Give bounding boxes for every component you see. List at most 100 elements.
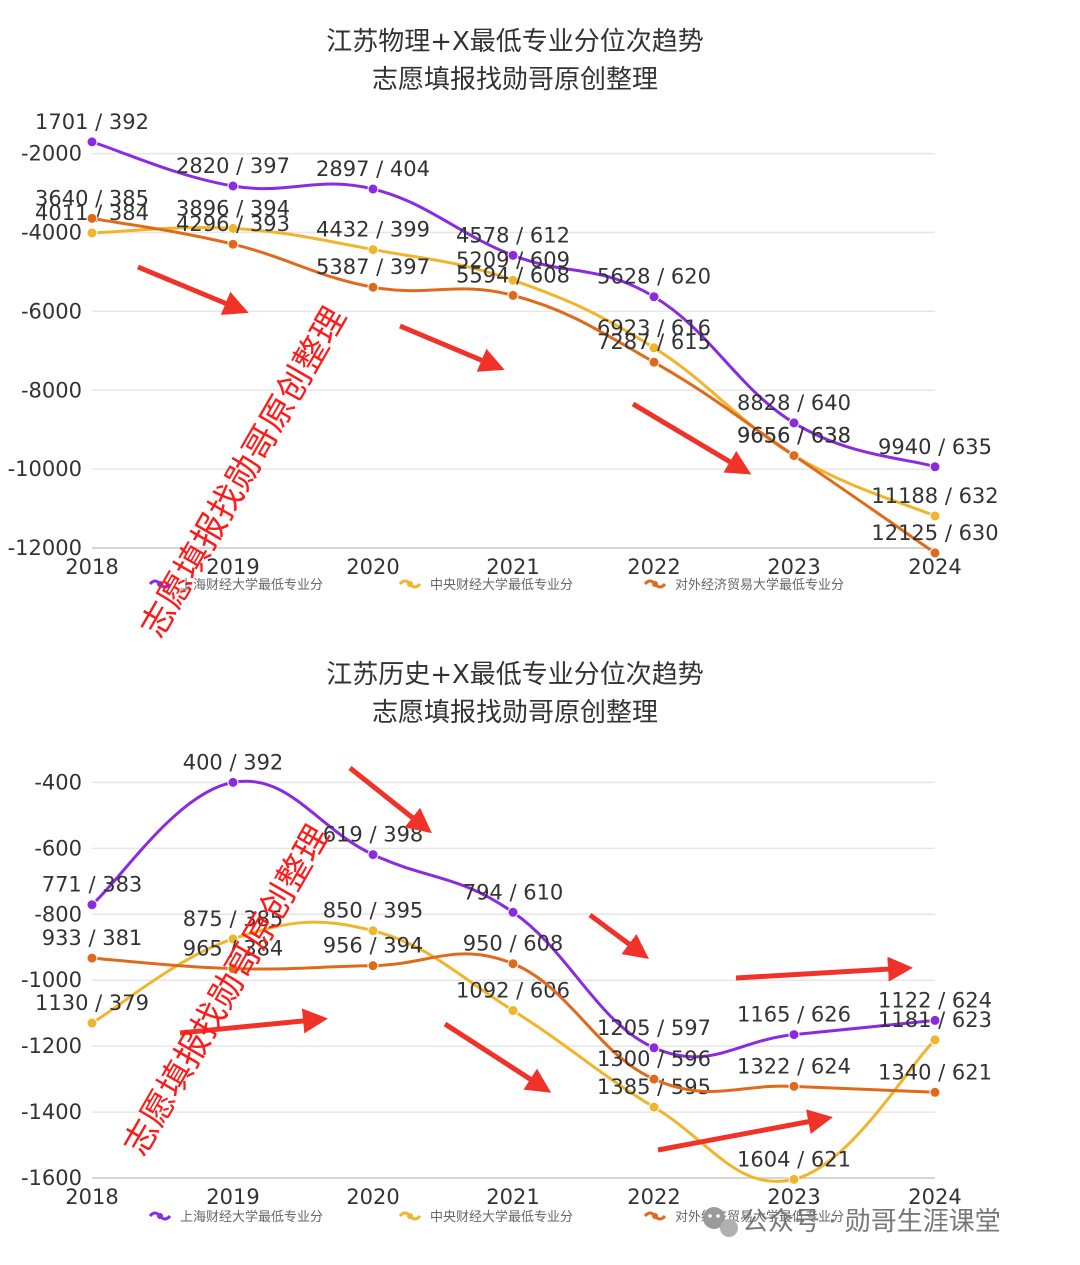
legend-marker <box>652 1213 658 1219</box>
history-rank-chart: 江苏历史+X最低专业分位次趋势 志愿填报找勋哥原创整理 -400 -600 -800… <box>21 660 992 1225</box>
data-label: 1300 / 596 <box>597 1047 711 1071</box>
legend-marker <box>407 581 413 587</box>
x-tick-label: 2022 <box>627 1185 680 1209</box>
legend-item[interactable]: 上海财经大学最低专业分 <box>148 1209 323 1225</box>
data-label: 6923 / 616 <box>597 316 711 340</box>
data-point <box>788 417 800 429</box>
y-axis: -2000 -4000 -6000 -8000 -10000 -12000 <box>8 142 82 560</box>
data-point <box>929 1086 941 1098</box>
chart-title: 江苏物理+X最低专业分位次趋势 <box>326 27 704 57</box>
watermark-text: 志愿填报找勋哥原创整理 <box>116 819 338 1163</box>
data-point <box>507 906 519 918</box>
data-point <box>788 1173 800 1185</box>
data-label: 3640 / 385 <box>35 186 149 210</box>
data-label: 771 / 383 <box>42 873 143 897</box>
legend-marker <box>157 1213 163 1219</box>
data-label: 950 / 608 <box>463 932 564 956</box>
data-point <box>507 249 519 261</box>
x-tick-label: 2021 <box>486 1185 539 1209</box>
data-point <box>86 136 98 148</box>
x-tick-label: 2018 <box>65 1185 118 1209</box>
data-label: 619 / 398 <box>323 823 424 847</box>
legend-item[interactable]: 上海财经大学最低专业分 <box>148 577 323 593</box>
physics-rank-chart: 江苏物理+X最低专业分位次趋势 志愿填报找勋哥原创整理 -2000 -4000 -6… <box>8 27 999 593</box>
x-tick-label: 2020 <box>346 555 399 579</box>
series-lines: 1701 / 392 2820 / 397 2897 / 404 4578 / 612… <box>35 110 999 559</box>
data-point <box>367 960 379 972</box>
data-point <box>86 227 98 239</box>
data-point <box>788 1080 800 1092</box>
x-tick-label: 2022 <box>627 555 680 579</box>
data-point <box>367 849 379 861</box>
arrow-icon <box>631 401 752 475</box>
legend-label: 上海财经大学最低专业分 <box>180 1209 323 1225</box>
series-lines: 771 / 383 400 / 392 619 / 398 794 / 610 1205… <box>35 750 992 1185</box>
legend: 上海财经大学最低专业分 中央财经大学最低专业分 对外经济贸易大学最低专业分 <box>148 1209 844 1225</box>
data-label: 4578 / 612 <box>456 223 570 247</box>
data-point <box>788 450 800 462</box>
x-tick-label: 2018 <box>65 555 118 579</box>
legend-item[interactable]: 对外经济贸易大学最低专业分 <box>643 577 844 593</box>
legend-label: 上海财经大学最低专业分 <box>180 577 323 593</box>
data-label: 965 / 384 <box>183 937 284 961</box>
data-point <box>648 342 660 354</box>
data-label: 1322 / 624 <box>737 1054 851 1078</box>
data-point <box>507 274 519 286</box>
data-point <box>86 952 98 964</box>
y-tick-label: -12000 <box>8 536 82 560</box>
legend-label: 中央财经大学最低专业分 <box>430 1209 573 1225</box>
data-point <box>367 281 379 293</box>
data-point <box>507 958 519 970</box>
chart-subtitle: 志愿填报找勋哥原创整理 <box>372 698 658 728</box>
arrow-icon <box>443 1021 552 1093</box>
data-point <box>788 1029 800 1041</box>
y-tick-label: -10000 <box>8 457 82 481</box>
legend-item[interactable]: 中央财经大学最低专业分 <box>398 1209 573 1225</box>
x-tick-label: 2024 <box>908 1185 961 1209</box>
data-label: 875 / 385 <box>183 907 284 931</box>
data-point <box>929 461 941 473</box>
trend-arrows <box>137 264 913 1153</box>
legend-item[interactable]: 中央财经大学最低专业分 <box>398 577 573 593</box>
legend: 上海财经大学最低专业分 中央财经大学最低专业分 对外经济贸易大学最低专业分 <box>148 577 844 593</box>
footer-text: 公众号 · 勋哥生涯课堂 <box>742 1207 1001 1237</box>
x-tick-label: 2019 <box>206 555 259 579</box>
arrow-icon <box>735 956 913 982</box>
data-label: 1181 / 623 <box>878 1008 992 1032</box>
legend-label: 对外经济贸易大学最低专业分 <box>675 577 844 593</box>
data-point <box>227 180 239 192</box>
data-label: 12125 / 630 <box>871 521 998 545</box>
data-point <box>227 933 239 945</box>
data-label: 5594 / 608 <box>456 263 570 287</box>
x-tick-label: 2023 <box>767 555 820 579</box>
data-label: 5209 / 609 <box>456 248 570 272</box>
arrow-icon <box>179 1008 328 1036</box>
y-tick-label: -1200 <box>21 1034 82 1058</box>
wechat-icon <box>703 1207 738 1237</box>
y-tick-label: -1600 <box>21 1166 82 1190</box>
data-label: 3896 / 394 <box>176 196 290 220</box>
y-tick-label: -6000 <box>21 299 82 323</box>
data-label: 794 / 610 <box>463 880 564 904</box>
y-tick-label: -1000 <box>21 968 82 992</box>
data-label: 1701 / 392 <box>35 110 149 134</box>
data-point <box>86 1017 98 1029</box>
data-label: 5387 / 397 <box>316 255 430 279</box>
data-point <box>929 1034 941 1046</box>
data-point <box>648 1042 660 1054</box>
legend-marker <box>157 581 163 587</box>
x-axis: 2018 2019 2020 2021 2022 2023 2024 <box>65 547 962 579</box>
x-tick-label: 2023 <box>767 1185 820 1209</box>
data-label: 933 / 381 <box>42 926 143 950</box>
data-label: 1340 / 621 <box>878 1060 992 1084</box>
data-label: 1604 / 621 <box>737 1147 851 1171</box>
x-tick-label: 2021 <box>486 555 539 579</box>
data-label: 5628 / 620 <box>597 265 711 289</box>
y-tick-label: -8000 <box>21 378 82 402</box>
data-label: 8828 / 640 <box>737 391 851 415</box>
x-tick-label: 2019 <box>206 1185 259 1209</box>
data-label: 9940 / 635 <box>878 435 992 459</box>
data-label: 1130 / 379 <box>35 991 149 1015</box>
arrow-icon <box>657 1109 833 1153</box>
y-tick-label: -4000 <box>21 221 82 245</box>
